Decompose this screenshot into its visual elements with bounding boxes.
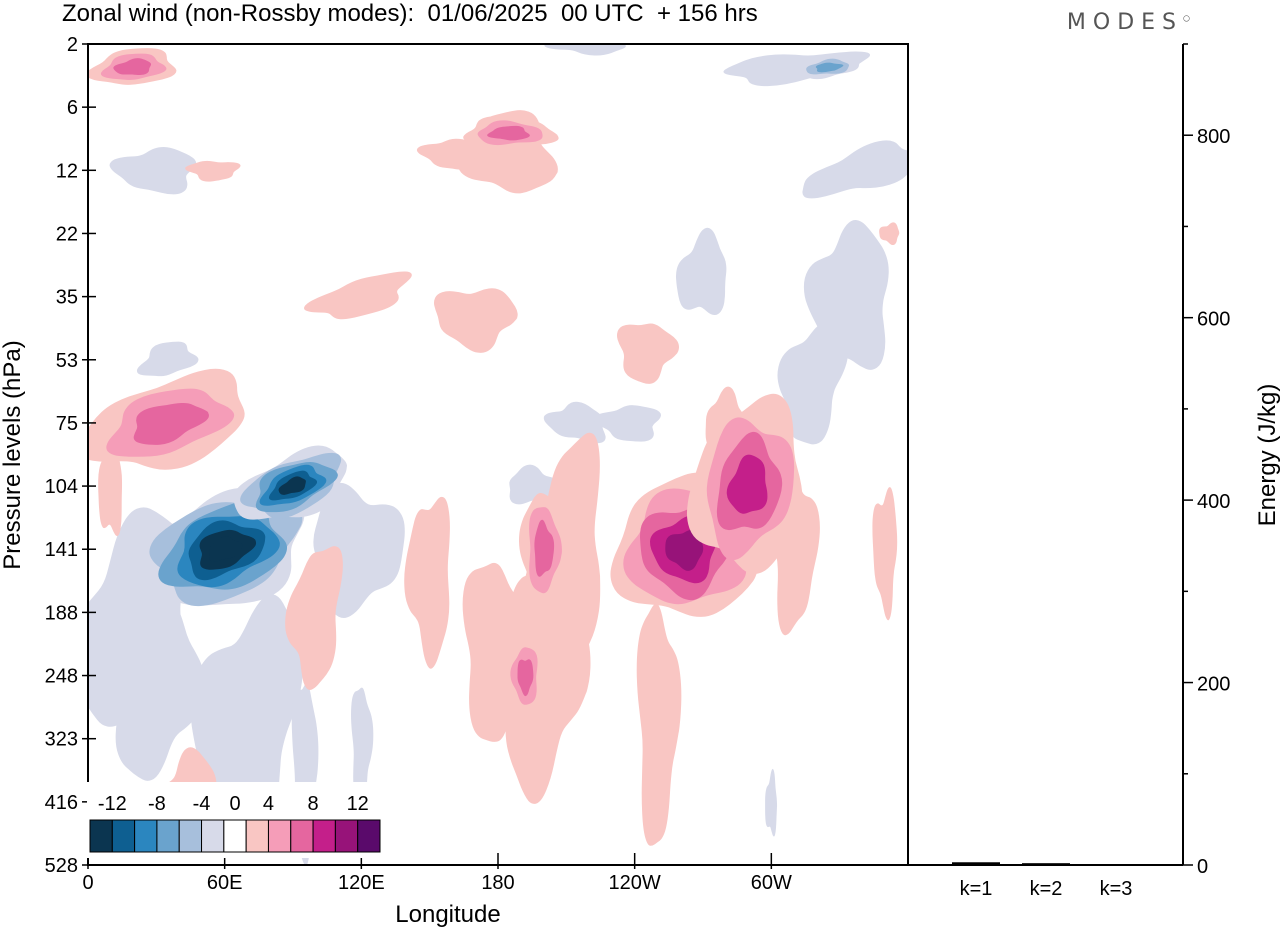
positive-contour [404,496,450,669]
negative-contour [675,227,727,316]
colorbar-swatch [245,819,269,853]
colorbar-swatch [201,819,225,853]
energy-bar [1092,864,1140,866]
energy-category-label: k=1 [960,878,993,900]
energy-axis-label: Energy (J/kg) [1254,384,1280,527]
positive-contour [616,323,680,384]
negative-contour [765,768,778,837]
negative-contour [777,323,848,445]
colorbar-swatch [178,819,203,853]
colorbar-swatch [89,819,113,853]
positive-contour [433,288,519,353]
y-tick-label: 528 [45,855,78,877]
y-tick-label: 35 [56,287,78,309]
y-tick-label: 2 [67,34,78,56]
x-tick-label: 180 [481,872,514,894]
colorbar-swatch [334,819,359,853]
positive-contour [872,487,898,621]
brand-logo: MODES○ [1066,10,1190,35]
energy-tick-label: 200 [1197,674,1230,696]
energy-category-label: k=2 [1030,878,1063,900]
colorbar-swatch [134,819,158,853]
negative-contour [594,405,661,442]
positive-contour [113,58,152,75]
positive-contour [304,271,412,320]
colorbar: -12 -8 -4 0 4 8 12 [87,782,383,858]
positive-contour [517,659,534,697]
energy-tick-label: 0 [1197,856,1208,878]
negative-contour [278,476,306,495]
energy-category-label: k=3 [1100,878,1133,900]
positive-contour [636,603,682,846]
positive-contour [879,222,900,246]
negative-contour [136,341,199,377]
chart-title: Zonal wind (non-Rossby modes): 01/06/202… [62,0,758,27]
y-tick-label: 104 [45,476,78,498]
colorbar-tick-label: 8 [308,793,319,815]
positive-contour [462,562,530,742]
energy-bar [1022,863,1070,865]
negative-contour [802,140,908,199]
negative-contour [544,44,626,56]
positive-contour [487,125,530,141]
positive-contour [534,519,555,577]
colorbar-swatch [111,819,136,853]
energy-tick-label: 400 [1197,491,1230,513]
y-tick-label: 416 [45,792,78,814]
x-axis-label: Longitude [395,901,500,928]
colorbar-swatch [290,819,314,853]
y-tick-label: 22 [56,223,78,245]
colorbar-tick-label: 4 [263,793,274,815]
colorbar-tick-label: -12 [98,793,127,815]
y-tick-label: 6 [67,97,78,119]
y-tick-label: 323 [45,729,78,751]
positive-contour [133,402,209,445]
energy-tick-label: 600 [1197,309,1230,331]
x-tick-label: 60E [207,872,243,894]
x-tick-label: 0 [82,872,93,894]
y-tick-label: 53 [56,350,78,372]
positive-contour [726,454,768,514]
y-tick-label: 188 [45,602,78,624]
x-tick-label: 120W [609,872,661,894]
colorbar-tick-label: -4 [193,793,211,815]
x-tick-label: 120E [338,872,385,894]
negative-contour [209,536,243,562]
x-tick-label: 60W [751,872,792,894]
colorbar-swatch [267,819,292,853]
energy-tick-label: 800 [1197,126,1230,148]
y-tick-label: 248 [45,666,78,688]
colorbar-swatch [357,819,381,853]
negative-contour [351,687,374,807]
positive-contour [416,138,484,170]
colorbar-swatch [156,819,180,853]
negative-contour [509,464,560,505]
negative-contour [115,599,206,781]
colorbar-swatch [223,819,247,853]
colorbar-tick-label: 0 [229,793,240,815]
positive-contour [665,529,704,571]
energy-bar [952,862,1000,865]
negative-contour [109,147,197,195]
positive-contour [285,546,343,690]
negative-contour [815,62,844,73]
y-axis-label: Pressure levels (hPa) [0,340,26,569]
y-tick-label: 75 [56,413,78,435]
wind-field [88,44,908,865]
colorbar-tick-label: 12 [347,793,369,815]
y-tick-label: 141 [45,539,78,561]
colorbar-tick-label: -8 [148,793,166,815]
energy-panel: 0 200 400 600 800 Energy (J/kg) k=1 k=2 k=3 [908,43,1280,900]
positive-contour [185,160,241,182]
colorbar-swatch [312,819,336,853]
y-tick-label: 12 [56,160,78,182]
